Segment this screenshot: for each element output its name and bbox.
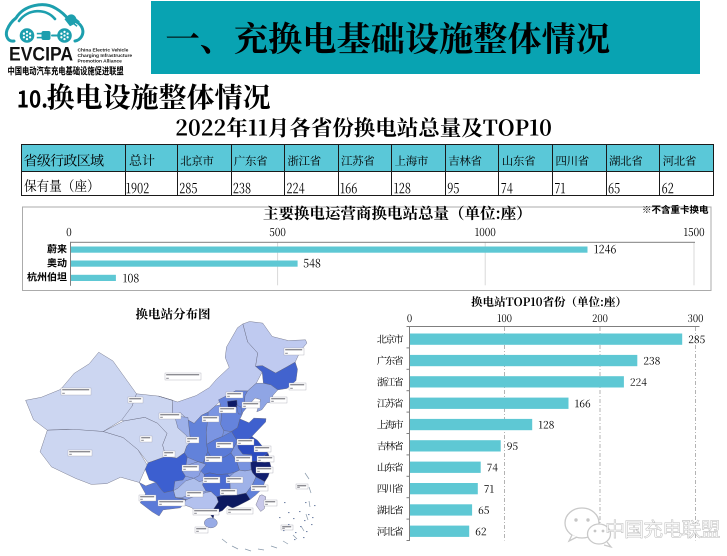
- svg-text:China Electric Vehicle: China Electric Vehicle: [78, 48, 129, 54]
- svg-text:Promotion Alliance: Promotion Alliance: [78, 59, 123, 65]
- svg-text:Charging Infrastructure: Charging Infrastructure: [78, 53, 133, 59]
- svg-text:EVCIPA: EVCIPA: [9, 43, 73, 65]
